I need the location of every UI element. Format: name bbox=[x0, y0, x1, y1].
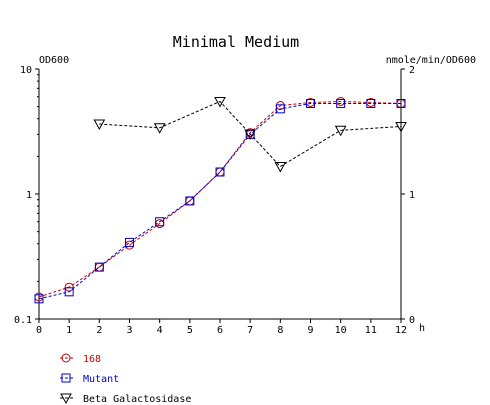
y-left-tick-label: 10 bbox=[20, 65, 32, 76]
series-2-point bbox=[334, 125, 347, 137]
y-right-tick-label: 2 bbox=[409, 65, 415, 76]
legend-label-2: Beta Galactosidase bbox=[83, 394, 191, 405]
series-2-point bbox=[274, 162, 287, 173]
legend-marker-2 bbox=[60, 393, 72, 405]
series-1-point bbox=[64, 287, 74, 297]
series-1-point bbox=[396, 98, 406, 108]
y-right-axis-ticks: 0 1 2 bbox=[401, 65, 415, 326]
x-tick-label: 3 bbox=[126, 325, 132, 336]
x-tick-label: 11 bbox=[365, 325, 377, 336]
series-1-point bbox=[366, 98, 376, 108]
series-1-point bbox=[125, 237, 134, 247]
series-2-point bbox=[244, 129, 257, 141]
x-tick-label: 9 bbox=[307, 325, 313, 336]
series-0-point bbox=[64, 282, 74, 292]
x-axis-ticks: 0 1 2 3 4 5 6 7 8 9 10 11 12 bbox=[36, 319, 407, 336]
series-1-point bbox=[215, 167, 225, 177]
series-1-point bbox=[185, 196, 195, 206]
series-1-point bbox=[336, 98, 346, 108]
series-1-point bbox=[275, 104, 285, 114]
series-line-1 bbox=[38, 103, 401, 300]
x-tick-label: 1 bbox=[66, 325, 72, 336]
chart-title: Minimal Medium bbox=[173, 33, 299, 51]
series-line-2 bbox=[99, 100, 402, 168]
y-left-tick-label: 1 bbox=[26, 190, 32, 201]
y-left-tick-label: 0.1 bbox=[14, 315, 32, 326]
y-right-tick-label: 1 bbox=[409, 190, 415, 201]
y-right-axis-title: nmole/min/OD600 bbox=[386, 55, 476, 66]
x-tick-label: 5 bbox=[187, 325, 193, 336]
series-1-point bbox=[94, 262, 104, 272]
series-1-point bbox=[34, 294, 44, 304]
series-line-0 bbox=[38, 100, 402, 298]
x-tick-label: 2 bbox=[96, 325, 102, 336]
x-axis-unit: h bbox=[419, 323, 425, 334]
x-tick-label: 12 bbox=[395, 325, 407, 336]
y-left-axis-ticks: 0.1 1 10 bbox=[14, 65, 39, 326]
x-tick-label: 6 bbox=[217, 325, 223, 336]
series-1-point bbox=[306, 98, 315, 108]
y-left-axis-title: OD600 bbox=[39, 55, 69, 66]
series-2-point bbox=[214, 97, 226, 108]
legend: 168 Mutant Beta Galactosidase bbox=[60, 353, 191, 405]
series-1-point bbox=[155, 217, 165, 227]
x-tick-label: 8 bbox=[277, 325, 283, 336]
legend-label-1: Mutant bbox=[83, 374, 119, 385]
legend-label-0: 168 bbox=[83, 354, 101, 365]
series-2-point bbox=[395, 122, 407, 133]
series-2-point bbox=[153, 123, 166, 134]
series-2-point bbox=[93, 119, 106, 131]
x-tick-label: 10 bbox=[335, 325, 347, 336]
x-tick-label: 7 bbox=[247, 325, 253, 336]
x-tick-label: 0 bbox=[36, 325, 42, 336]
legend-marker-0 bbox=[61, 353, 71, 363]
series-layer bbox=[34, 96, 407, 304]
x-tick-label: 4 bbox=[157, 325, 163, 336]
legend-marker-1 bbox=[61, 373, 71, 383]
y-right-tick-label: 0 bbox=[409, 315, 415, 326]
